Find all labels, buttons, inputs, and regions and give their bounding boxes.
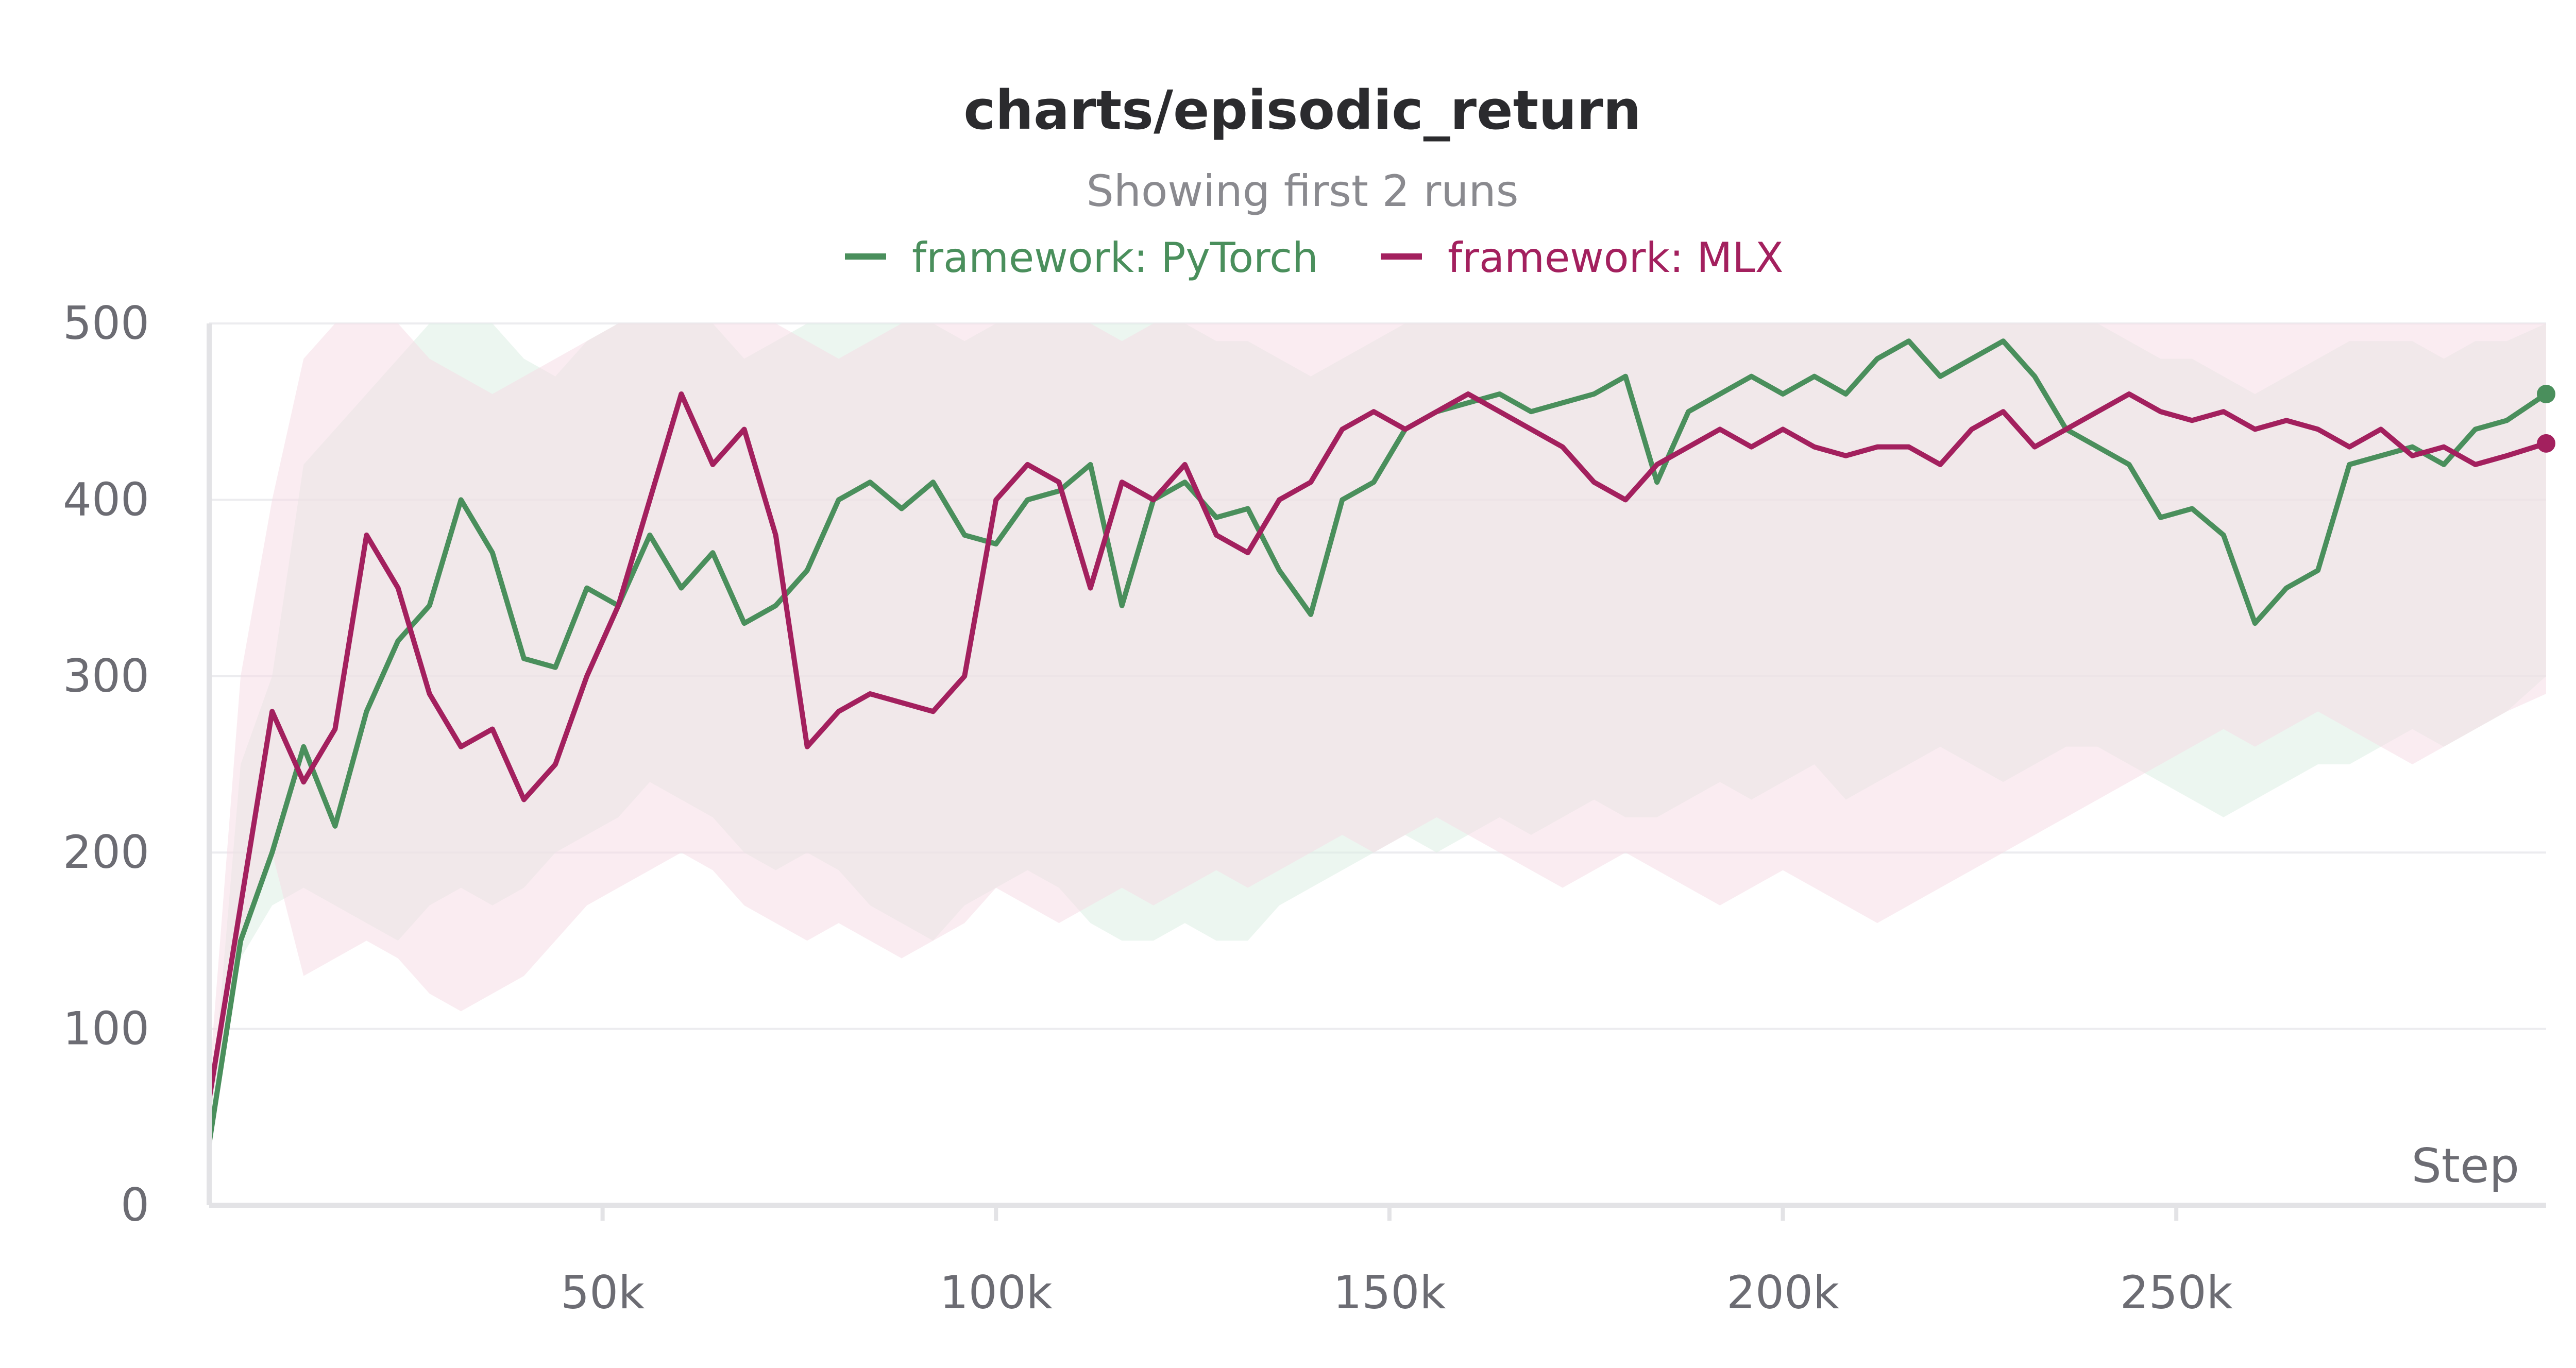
x-tick-label: 200k bbox=[1726, 1266, 1839, 1319]
series-endpoint-mlx bbox=[2537, 434, 2555, 453]
y-tick-label: 500 bbox=[63, 297, 149, 350]
y-tick-label: 400 bbox=[63, 473, 149, 526]
series-bands bbox=[209, 323, 2546, 1153]
x-axis-label: Step bbox=[2412, 1138, 2519, 1193]
x-tick-labels: 50k 100k 150k 200k 250k bbox=[561, 1266, 2233, 1319]
legend-label-mlx: framework: MLX bbox=[1448, 234, 1784, 282]
x-tick-label: 50k bbox=[561, 1266, 645, 1319]
y-tick-label: 100 bbox=[63, 1002, 149, 1055]
axes bbox=[207, 323, 2546, 1221]
series-endpoint-pytorch bbox=[2537, 384, 2555, 403]
chart-subtitle: Showing first 2 runs bbox=[1086, 166, 1518, 216]
band-mlx bbox=[209, 323, 2546, 1117]
legend-label-pytorch: framework: PyTorch bbox=[912, 234, 1318, 282]
y-tick-label: 200 bbox=[63, 826, 149, 879]
y-tick-label: 300 bbox=[63, 649, 149, 703]
x-tick-label: 100k bbox=[940, 1266, 1053, 1319]
series-lines bbox=[207, 338, 2555, 1144]
y-tick-labels: 0 100 200 300 400 500 bbox=[63, 297, 149, 1232]
chart-title: charts/episodic_return bbox=[963, 79, 1641, 142]
x-tick-label: 150k bbox=[1333, 1266, 1446, 1319]
y-tick-label: 0 bbox=[121, 1178, 149, 1232]
x-tick-label: 250k bbox=[2120, 1266, 2233, 1319]
chart-legend: framework: PyTorch framework: MLX bbox=[845, 234, 1784, 282]
series-line-mlx bbox=[207, 391, 2547, 1100]
series-line-pytorch bbox=[207, 338, 2548, 1144]
